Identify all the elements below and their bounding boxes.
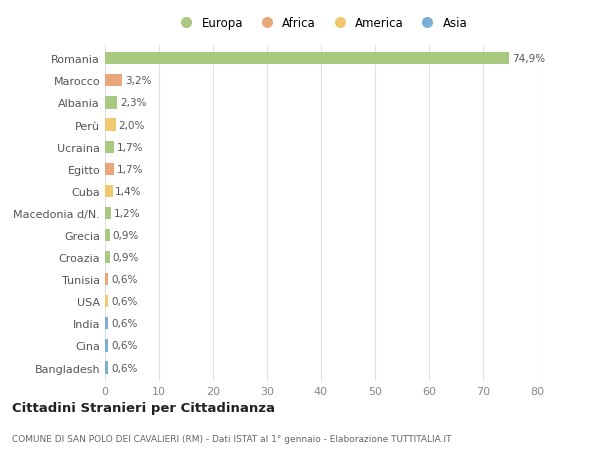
- Bar: [105, 362, 108, 374]
- Bar: [105, 163, 114, 175]
- Text: 0,6%: 0,6%: [111, 341, 137, 351]
- Bar: [105, 141, 114, 153]
- Bar: [105, 274, 108, 285]
- Text: 1,4%: 1,4%: [115, 186, 142, 196]
- Text: 0,6%: 0,6%: [111, 363, 137, 373]
- Bar: [105, 230, 110, 241]
- Text: 1,7%: 1,7%: [117, 142, 143, 152]
- Text: 0,9%: 0,9%: [113, 252, 139, 263]
- Text: 0,6%: 0,6%: [111, 297, 137, 307]
- Bar: [105, 97, 118, 109]
- Text: 1,7%: 1,7%: [117, 164, 143, 174]
- Text: 0,6%: 0,6%: [111, 319, 137, 329]
- Text: COMUNE DI SAN POLO DEI CAVALIERI (RM) - Dati ISTAT al 1° gennaio - Elaborazione : COMUNE DI SAN POLO DEI CAVALIERI (RM) - …: [12, 434, 452, 442]
- Bar: [105, 75, 122, 87]
- Bar: [105, 340, 108, 352]
- Legend: Europa, Africa, America, Asia: Europa, Africa, America, Asia: [171, 13, 471, 34]
- Text: 3,2%: 3,2%: [125, 76, 151, 86]
- Text: 2,3%: 2,3%: [120, 98, 146, 108]
- Bar: [105, 119, 116, 131]
- Bar: [105, 207, 112, 219]
- Text: 0,6%: 0,6%: [111, 274, 137, 285]
- Text: Cittadini Stranieri per Cittadinanza: Cittadini Stranieri per Cittadinanza: [12, 401, 275, 414]
- Text: 74,9%: 74,9%: [512, 54, 545, 64]
- Bar: [105, 53, 509, 65]
- Bar: [105, 296, 108, 308]
- Text: 2,0%: 2,0%: [119, 120, 145, 130]
- Bar: [105, 252, 110, 263]
- Text: 0,9%: 0,9%: [113, 230, 139, 241]
- Bar: [105, 185, 113, 197]
- Bar: [105, 318, 108, 330]
- Text: 1,2%: 1,2%: [114, 208, 140, 218]
